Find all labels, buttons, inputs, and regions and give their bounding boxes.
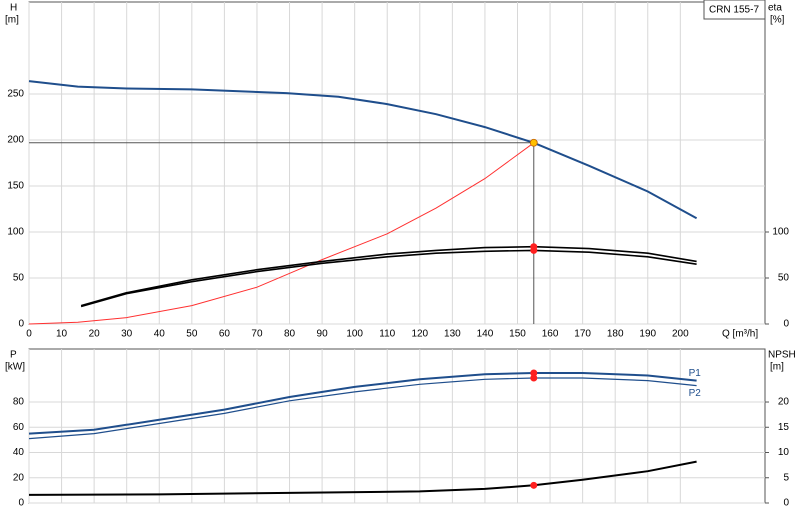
y2-tick-label: 5 [783,472,789,483]
x-tick-label: 20 [89,329,101,340]
curve [28,142,535,325]
x-tick-label: 80 [284,329,296,340]
operating-point [530,374,538,382]
operating-point [529,138,538,147]
operating-point [530,369,538,377]
curve [80,249,697,308]
x-tick-label: 30 [121,329,133,340]
chart-title: CRN 155-7 [709,5,759,16]
y2-axis-unit: [m] [770,362,784,373]
x-tick-label: 160 [542,329,559,340]
y-tick-label: 0 [18,319,24,330]
y2-tick-label: 10 [778,447,790,458]
operating-point [530,246,538,254]
x-tick-label: 130 [444,329,461,340]
y2-axis-label: NPSH [768,350,796,361]
y-axis-unit: [kW] [5,362,25,373]
curve [28,377,697,440]
x-tick-label: 10 [56,329,68,340]
x-tick-label: 50 [186,329,198,340]
y-tick-label: 250 [7,89,24,100]
operating-point [530,481,538,489]
y-tick-label: 20 [13,472,25,483]
y-tick-label: 150 [7,181,24,192]
y2-tick-label: 20 [778,397,790,408]
x-tick-label: 0 [26,329,32,340]
y-axis-label: P [10,350,17,361]
legend-label: P1 [689,368,702,379]
x-tick-label: 190 [639,329,656,340]
curve [80,245,697,307]
plot-area [28,1,766,325]
y2-tick-label: 0 [783,498,789,509]
x-tick-label: 140 [477,329,494,340]
x-tick-label: 90 [317,329,329,340]
y-tick-label: 100 [7,227,24,238]
y-tick-label: 0 [18,498,24,509]
y-tick-label: 40 [13,447,25,458]
title-box [703,0,766,20]
y2-tick-label: 100 [772,227,789,238]
curve [28,460,697,496]
y2-tick-label: 15 [778,422,790,433]
x-axis-label: Q [m³/h] [722,329,758,340]
x-tick-label: 110 [379,329,395,340]
x-tick-label: 170 [574,329,591,340]
y2-tick-label: 0 [783,319,789,330]
x-tick-label: 200 [672,329,689,340]
curve [28,372,697,435]
y-axis-unit: [m] [5,15,19,26]
curve [28,80,698,220]
y-tick-label: 80 [13,397,25,408]
y2-axis-label: eta [768,3,782,14]
y2-tick-label: 50 [778,273,790,284]
x-tick-label: 60 [219,329,231,340]
legend-label: P2 [689,388,702,399]
y-tick-label: 200 [7,135,24,146]
y-axis-label: H [10,3,17,14]
x-tick-label: 70 [251,329,263,340]
x-tick-label: 180 [607,329,624,340]
y2-axis-unit: [%] [770,15,785,26]
x-tick-label: 120 [411,329,428,340]
x-tick-label: 100 [346,329,363,340]
x-tick-label: 40 [154,329,166,340]
y-tick-label: 60 [13,422,25,433]
x-tick-label: 150 [509,329,526,340]
y-tick-label: 50 [13,273,25,284]
